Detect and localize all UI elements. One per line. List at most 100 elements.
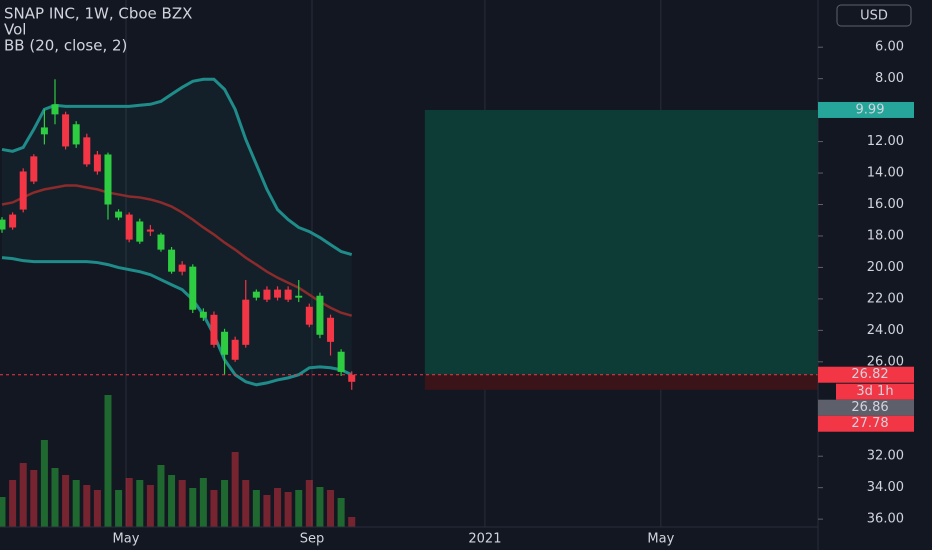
y-tick-label: 34.00 <box>867 480 904 495</box>
y-tick-label: 20.00 <box>867 260 904 275</box>
volume-bar <box>221 480 229 527</box>
volume-bar <box>9 480 17 527</box>
currency-label[interactable]: USD <box>860 9 888 24</box>
x-tick-label: 2021 <box>468 532 501 547</box>
candle-body <box>348 374 356 382</box>
candle-body <box>263 289 271 300</box>
candle-body <box>157 234 165 250</box>
volume-bar <box>231 452 239 527</box>
volume-bar <box>327 490 335 527</box>
candle-body <box>9 214 17 228</box>
price-label: 26.82 <box>851 367 888 382</box>
candle-body <box>316 295 324 335</box>
candle-body <box>189 266 197 310</box>
volume-bar <box>115 490 123 527</box>
price-label-box <box>818 415 914 432</box>
band-line <box>1 184 353 317</box>
candle-body <box>146 229 154 232</box>
volume-bar <box>305 480 313 527</box>
volume-bar <box>316 487 324 527</box>
volume-bar <box>210 490 218 527</box>
candle-body <box>242 299 250 345</box>
price-label-box <box>818 366 914 383</box>
volume-bar <box>146 485 154 527</box>
candle-body <box>136 221 144 242</box>
candle-body <box>72 124 80 145</box>
volume-bar <box>19 463 27 527</box>
candle-body <box>62 114 70 147</box>
indicator-label: BB (20, close, 2) <box>4 37 127 55</box>
volume-bar <box>199 478 207 527</box>
volume-bar <box>295 490 303 527</box>
candle-body <box>83 137 91 165</box>
countdown-label: 3d 1h <box>856 384 893 399</box>
x-tick-label: May <box>113 532 140 547</box>
y-tick-label: 8.00 <box>875 71 904 86</box>
y-tick-label: 32.00 <box>867 449 904 464</box>
volume-bar <box>136 480 144 527</box>
y-tick-label: 16.00 <box>867 197 904 212</box>
candle-body <box>295 295 303 298</box>
x-tick-label: May <box>647 532 674 547</box>
band-line <box>1 77 353 256</box>
candle-body <box>51 104 59 115</box>
candle-body <box>210 314 218 345</box>
candle-body <box>327 317 335 342</box>
candle-body <box>221 331 229 355</box>
x-tick-label: Sep <box>300 532 325 547</box>
candle-body <box>30 156 38 182</box>
candle-body <box>93 154 101 172</box>
volume-bar <box>0 497 6 527</box>
volume-bar <box>51 468 59 527</box>
candle-body <box>231 339 239 360</box>
candle-body <box>337 351 345 372</box>
volume-bar <box>104 395 112 527</box>
candle-body <box>19 171 27 210</box>
volume-bar <box>40 440 48 527</box>
price-label: 27.78 <box>851 416 888 431</box>
candle-body <box>115 211 123 218</box>
candle-body <box>274 289 282 298</box>
candle-body <box>40 127 48 135</box>
position-loss <box>424 374 818 390</box>
volume-bar <box>189 488 197 527</box>
volume-bar <box>62 475 70 527</box>
candle-body <box>305 306 313 325</box>
candle-body <box>104 154 112 205</box>
volume-bar <box>337 498 345 527</box>
volume-bar <box>252 490 260 527</box>
volume-bar <box>125 478 133 527</box>
volume-bar <box>168 475 176 527</box>
candle-body <box>284 289 292 300</box>
y-tick-label: 24.00 <box>867 323 904 338</box>
volume-bar <box>348 517 356 527</box>
currency-button[interactable] <box>836 4 912 27</box>
plot-area <box>0 0 818 527</box>
band-line <box>1 256 353 387</box>
volume-bar <box>157 465 165 527</box>
position-profit <box>424 109 818 375</box>
volume-bar <box>93 490 101 527</box>
y-tick-label: 12.00 <box>867 134 904 149</box>
y-tick-label: 26.00 <box>867 354 904 369</box>
candle-body <box>0 219 6 230</box>
y-tick-label: 22.00 <box>867 291 904 306</box>
volume-bar <box>274 488 282 527</box>
y-tick-label: 18.00 <box>867 228 904 243</box>
price-label-box <box>818 101 914 118</box>
candle-body <box>178 264 186 272</box>
indicator-label: Vol <box>4 21 26 39</box>
y-tick-label: 36.00 <box>867 512 904 527</box>
candle-body <box>199 311 207 318</box>
y-tick-label: 14.00 <box>867 166 904 181</box>
price-label: 26.86 <box>851 400 888 415</box>
candle-body <box>252 291 260 298</box>
volume-bar <box>178 480 186 527</box>
countdown-box <box>836 383 914 400</box>
volume-bar <box>72 480 80 527</box>
volume-bar <box>30 470 38 527</box>
chart-title: SNAP INC, 1W, Cboe BZX <box>4 5 192 23</box>
price-label-box <box>818 399 914 416</box>
